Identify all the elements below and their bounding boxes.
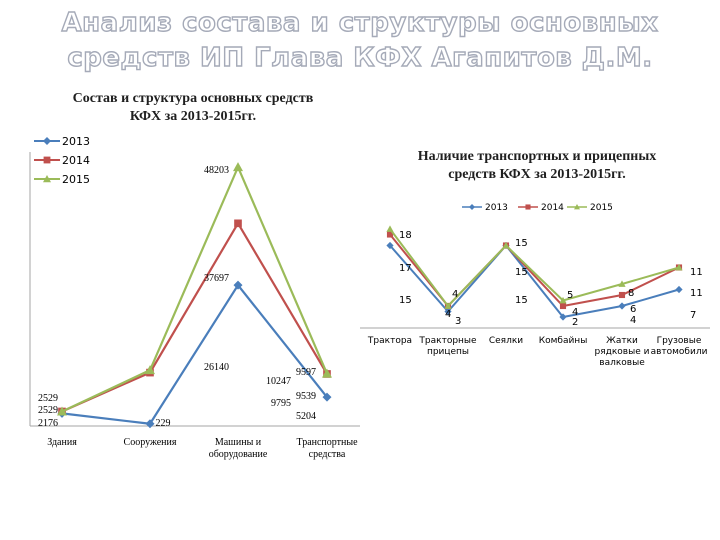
chart2-title-line-2: средств КФХ за 2013-2015гг. bbox=[448, 167, 626, 182]
chart1-data-label-2014-3: 9539 bbox=[296, 391, 316, 402]
chart1-data-label-2014-2: 37697 bbox=[204, 273, 229, 284]
chart2-x-tick-label-5-1: автомобили bbox=[651, 347, 708, 357]
chart2-data-label-2015-1: 4 bbox=[452, 289, 458, 300]
chart1-data-label-2015-2: 48203 bbox=[204, 165, 229, 176]
chart2-x-tick-label-2-0: Сеялки bbox=[489, 336, 523, 346]
chart2-point-2015-0 bbox=[386, 225, 394, 232]
chart1-data-label-2015-1: 10247 bbox=[266, 376, 291, 387]
chart1-data-label-2013-1: 229 bbox=[156, 418, 171, 429]
chart1-legend-label-2014: 2014 bbox=[62, 154, 90, 167]
chart2-data-label-2015-4: 8 bbox=[628, 288, 634, 299]
chart1-legend-marker-2015 bbox=[43, 175, 51, 183]
chart1-legend-marker-2014 bbox=[43, 156, 51, 164]
chart1-point-2015-1 bbox=[145, 365, 155, 375]
chart2-x-tick-label-1-0: Тракторные bbox=[418, 336, 477, 346]
chart2-legend-marker-2014 bbox=[525, 204, 531, 210]
chart1-data-label-2013-0: 2176 bbox=[38, 418, 58, 429]
chart1-data-label-2013-3: 5204 bbox=[296, 411, 316, 422]
chart1-point-2013-3 bbox=[322, 392, 332, 402]
page-title: Анализ состава и структуры основных сред… bbox=[0, 6, 720, 76]
chart2-x-tick-label-5-0: Грузовые bbox=[657, 336, 702, 346]
chart2-point-2015-4 bbox=[618, 280, 626, 287]
chart1-point-2015-2 bbox=[233, 162, 243, 172]
chart2-point-2015-1 bbox=[444, 302, 452, 309]
chart1-data-label-2014-1: 9795 bbox=[271, 398, 291, 409]
chart1-x-tick-label-3-1: средства bbox=[309, 449, 346, 460]
chart1-title-line-2: КФХ за 2013-2015гг. bbox=[129, 109, 257, 124]
chart2-point-2013-0 bbox=[386, 241, 394, 250]
chart2-legend-marker-2013 bbox=[469, 204, 475, 210]
chart1-x-tick-label-2-1: оборудование bbox=[209, 449, 268, 460]
chart2-legend-label-2013: 2013 bbox=[485, 203, 508, 213]
chart2-data-label-2015-0: 18 bbox=[399, 230, 412, 241]
chart1-legend-label-2015: 2015 bbox=[62, 173, 90, 186]
chart2-legend-label-2015: 2015 bbox=[590, 203, 613, 213]
chart2-data-label-2014-3: 4 bbox=[572, 307, 578, 318]
page-title-line-2: средств ИП Глава КФХ Агапитов Д.М. bbox=[67, 42, 653, 73]
chart1-point-2013-1 bbox=[145, 419, 155, 429]
chart1-point-2015-3 bbox=[322, 368, 332, 378]
chart2-data-label-2014-1: 4 bbox=[445, 309, 451, 320]
chart1-x-tick-label-0-0: Здания bbox=[47, 437, 77, 448]
chart2-series-line-2015 bbox=[389, 228, 680, 308]
chart2-data-label-2013-5: 7 bbox=[690, 310, 696, 321]
chart2-data-label-2013-3: 2 bbox=[572, 317, 578, 328]
chart1-series-line-2013 bbox=[61, 283, 328, 425]
chart2-point-2015-2 bbox=[502, 241, 510, 249]
chart2-data-label-2015-2: 15 bbox=[515, 238, 528, 249]
chart2-point-2013-5 bbox=[675, 285, 683, 294]
chart1-title-line-1: Состав и структура основных средств bbox=[72, 91, 314, 106]
chart2-point-2015-3 bbox=[559, 296, 567, 304]
chart1-legend-marker-2013 bbox=[43, 137, 51, 145]
chart2-point-2013-4 bbox=[618, 302, 626, 310]
chart1-x-tick-label-2-0: Машины и bbox=[215, 437, 262, 448]
chart1-data-label-2015-3: 9597 bbox=[296, 367, 316, 378]
chart2-data-label-2015-5: 11 bbox=[690, 267, 703, 278]
chart2-point-2013-1 bbox=[444, 307, 452, 316]
chart1-point-2013-2 bbox=[233, 280, 243, 290]
chart2-title: Наличие транспортных и прицепных средств… bbox=[372, 148, 702, 184]
chart1-title: Состав и структура основных средств КФХ … bbox=[28, 90, 358, 126]
chart2-data-label-2015-3: 5 bbox=[567, 290, 573, 301]
chart2-data-label-2013-1: 3 bbox=[455, 316, 461, 327]
chart2-data-label-2014-5: 11 bbox=[690, 288, 703, 299]
chart2-point-2014-3 bbox=[559, 302, 567, 310]
chart1-x-tick-label-1-0: Сооружения bbox=[124, 437, 177, 448]
chart1-series-line-2015 bbox=[61, 164, 329, 413]
chart2-data-label-2013-4: 4 bbox=[630, 315, 636, 326]
chart2-point-2014-0 bbox=[386, 231, 394, 238]
chart1-point-2014-2 bbox=[234, 219, 242, 228]
chart2-x-tick-label-4-2: валковые bbox=[599, 358, 645, 368]
chart2-data-label-2014-4: 6 bbox=[630, 304, 636, 315]
page-title-line-1: Анализ состава и структуры основных bbox=[61, 7, 659, 38]
chart2-point-2015-5 bbox=[675, 263, 683, 271]
chart2-x-tick-label-4-1: рядковые и bbox=[595, 347, 650, 357]
chart1-data-label-2013-2: 26140 bbox=[204, 362, 229, 373]
chart2-legend-marker-2015 bbox=[574, 204, 580, 210]
chart2-series-line-2013 bbox=[389, 243, 680, 319]
chart1-x-tick-label-3-0: Транспортные bbox=[296, 437, 358, 448]
chart2-legend-label-2014: 2014 bbox=[541, 203, 564, 213]
chart2-x-tick-label-3-0: Комбайны bbox=[539, 336, 588, 346]
chart2-data-label-2013-0: 15 bbox=[399, 295, 412, 306]
chart2-x-tick-label-4-0: Жатки bbox=[606, 336, 638, 346]
chart2-title-line-1: Наличие транспортных и прицепных bbox=[417, 149, 657, 164]
chart2-data-label-2014-2: 15 bbox=[515, 267, 528, 278]
chart2-data-label-2013-2: 15 bbox=[515, 295, 528, 306]
chart2-point-2013-3 bbox=[559, 313, 567, 321]
chart1-data-label-2014-0: 2529 bbox=[38, 405, 58, 416]
chart2-x-tick-label-1-1: прицепы bbox=[427, 347, 469, 357]
chart1-data-label-2015-0: 2529 bbox=[38, 393, 58, 404]
chart1-legend-label-2013: 2013 bbox=[62, 135, 90, 148]
chart1-point-2015-0 bbox=[57, 406, 67, 416]
chart2-data-label-2014-0: 17 bbox=[399, 263, 412, 274]
chart2-x-tick-label-0-0: Трактора bbox=[367, 336, 412, 346]
chart2-point-2014-4 bbox=[618, 291, 626, 299]
